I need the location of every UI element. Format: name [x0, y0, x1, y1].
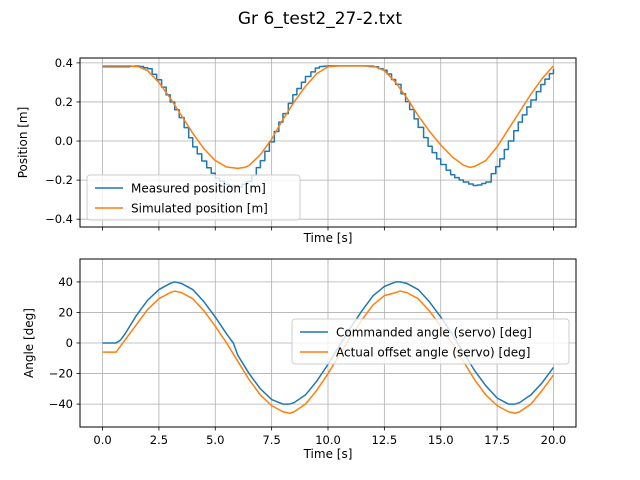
y-tick-label: 0 [66, 336, 73, 350]
legend: Measured position [m] Simulated position … [86, 174, 301, 221]
series-line-commanded-angle [102, 281, 555, 405]
y-tick-label: 0.0 [55, 134, 73, 148]
y-tick-label: 20 [58, 305, 73, 319]
legend-entry: Actual offset angle (servo) [deg] [336, 346, 530, 360]
x-tick-label: 7.5 [262, 433, 280, 447]
series-line-measured-position [102, 65, 555, 188]
series-line-simulated-position [102, 65, 555, 170]
legend-entry: Measured position [m] [131, 182, 266, 196]
x-tick-label: 10.0 [315, 433, 341, 447]
x-axis-label: Time [s] [303, 231, 353, 245]
series-line-actual-offset-angle [102, 290, 555, 414]
legend-box [86, 174, 301, 221]
x-axis-label: Time [s] [303, 447, 353, 461]
legend-entry: Simulated position [m] [131, 202, 268, 216]
position-subplot: −0.4 −0.2 0.0 0.2 0.4 Time [s] Position [m] Mea… [16, 56, 577, 245]
y-tick-label: −20 [49, 367, 73, 381]
y-tick-label: 0.4 [55, 56, 73, 70]
y-tick-label: −0.4 [45, 212, 73, 226]
x-tick-label: 0.0 [93, 433, 111, 447]
x-tick-label: 5.0 [206, 433, 224, 447]
x-tick-label: 12.5 [372, 433, 398, 447]
x-tick-label: 15.0 [428, 433, 454, 447]
x-tick-label: 2.5 [150, 433, 168, 447]
y-tick-label: 40 [58, 275, 73, 289]
y-axis-label: Angle [deg] [22, 308, 36, 378]
legend: Commanded angle (servo) [deg] Actual offs… [291, 318, 570, 365]
y-tick-label: −0.2 [45, 173, 73, 187]
y-tick-label: −40 [49, 397, 73, 411]
legend-entry: Commanded angle (servo) [deg] [336, 326, 532, 340]
y-axis-label: Position [m] [16, 107, 30, 179]
x-tick-label: 17.5 [484, 433, 510, 447]
legend-box [291, 318, 570, 365]
figure-title: Gr 6_test2_27-2.txt [238, 9, 403, 29]
y-tick-label: 0.2 [55, 95, 73, 109]
angle-subplot: 0.0 2.5 5.0 7.5 10.0 12.5 15.0 17.5 20.0 −40 −20 0 2… [22, 258, 577, 461]
x-tick-label: 20.0 [541, 433, 567, 447]
